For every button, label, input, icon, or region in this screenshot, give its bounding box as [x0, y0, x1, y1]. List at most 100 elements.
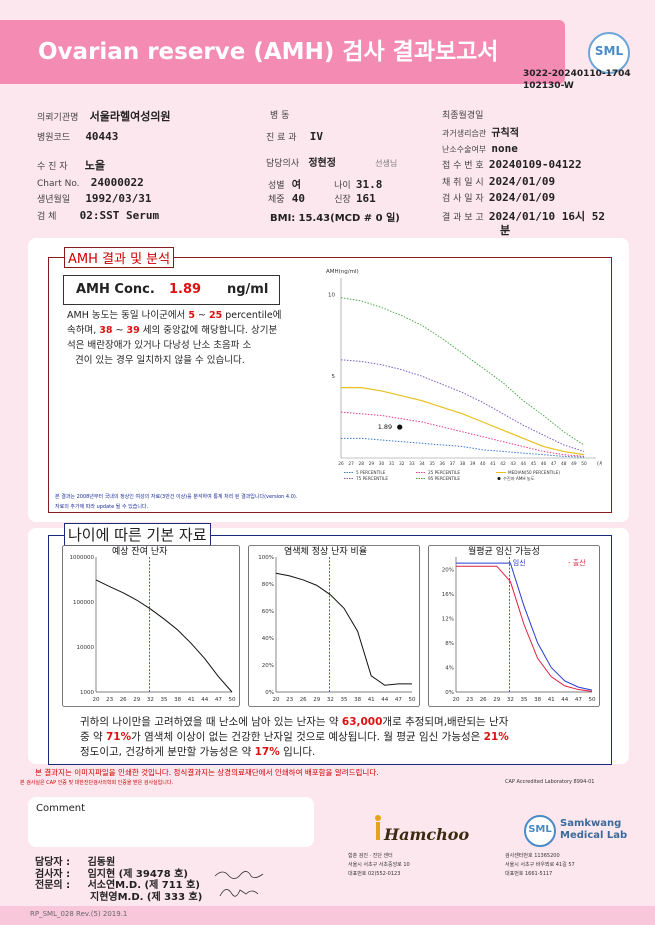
legend-pregnancy: - 임신 [508, 558, 526, 567]
chart2-xtick: 44 [381, 697, 388, 703]
chart3-xtick: 47 [575, 697, 582, 703]
age-section-title: 나이에 따른 기본 자료 [64, 523, 211, 546]
manager-name: 김동원 [87, 857, 116, 868]
chart-row: Chart No. 24000022 [37, 176, 144, 189]
notice-cap: 본 검사실은 CAP 인증 및 대한진단검사의학회 인증을 받은 검사실입니다. [20, 780, 174, 786]
chart1-xtick: 44 [201, 697, 208, 703]
report-cont: 분 [500, 224, 511, 237]
chart3-ytick: 4% [445, 665, 454, 671]
oocyte-count: 63,000 [341, 716, 383, 728]
chart2-xtick: 20 [273, 697, 280, 703]
chart2-ytick: 20% [262, 663, 274, 669]
amh-chart-xtick: 33 [409, 461, 415, 467]
amh-chart-xtick: 48 [561, 461, 567, 467]
chart2-xtick: 32 [327, 697, 334, 703]
amh-text-3: 속하며, [67, 325, 100, 336]
chart3-frame [428, 545, 600, 707]
bmi-value: 15.43 [298, 213, 331, 224]
amh-chart-xtick: 30 [379, 461, 385, 467]
chart-value: 24000022 [90, 176, 144, 189]
amh-age-high: 39 [126, 325, 140, 336]
footer-band [0, 906, 655, 925]
amh-chart-xtick: 43 [510, 461, 516, 467]
dept-value: IV [309, 130, 323, 143]
chart3-xtick: 44 [561, 697, 568, 703]
amh-age-low: 38 [99, 325, 113, 336]
age-text-5: 정도이고, 건강하게 분만할 가능성은 약 [80, 746, 255, 758]
height-label: 신장 [334, 195, 351, 205]
cycle-row: 과거생리습관 규칙적 [442, 124, 519, 139]
sex-row: 성별 여 나이 31.8 [268, 176, 382, 191]
cycle-value: 규칙적 [491, 128, 519, 139]
hospital-value: 서울라헬여성의원 [89, 110, 171, 123]
specimen-row: 검 체 02:SST Serum [37, 209, 159, 222]
amh-chart-ytick: 5 [332, 374, 336, 380]
amh-patient-point-label: 1.89 [378, 423, 392, 431]
amh-analysis-text: AMH 농도는 동일 나이군에서 5 ~ 25 percentile에 속하며,… [67, 308, 322, 368]
chart2-xtick: 29 [313, 697, 320, 703]
amh-chart-xtick: 47 [551, 461, 557, 467]
lmp-label: 최종월경일 [442, 111, 484, 121]
surgery-value: none [491, 142, 518, 155]
chart1-xtick: 23 [106, 697, 113, 703]
amh-series-line-3 [340, 411, 585, 457]
tester-name: 임지현 (제 39478 호) [87, 869, 188, 880]
header-band [0, 20, 565, 84]
sex-label: 성별 [268, 181, 285, 191]
chart3-series-0 [456, 562, 593, 691]
name-row: 수 진 자 노을 [37, 157, 105, 173]
report-id: 3022-20240110-1704 102130-W [523, 68, 631, 92]
chart1-xtick: 35 [161, 697, 168, 703]
comment-label: Comment [36, 803, 85, 814]
chart1-xtick: 47 [215, 697, 222, 703]
sml-logo-text: SML [594, 44, 624, 58]
chart1-xtick: 50 [229, 697, 236, 703]
doctor-value: 정현정 [308, 158, 336, 169]
amh-chart-xtick: 50 [581, 461, 587, 467]
chart3-xtick: 50 [589, 697, 596, 703]
report-id-line2: 102130-W [523, 81, 574, 91]
cycle-label: 과거생리습관 [442, 129, 487, 138]
chart2-xtick: 41 [368, 697, 375, 703]
amh-section-title: AMH 결과 및 분석 [64, 247, 175, 268]
amh-chart-xtick: 31 [389, 461, 395, 467]
doctor-label: 담당의사 [266, 159, 300, 169]
chart3-ytick: 8% [445, 641, 454, 647]
code-label: 병원코드 [37, 133, 71, 143]
chart3-title: 월평균 임신 가능성 [468, 545, 540, 557]
chart2-ytick: 0% [265, 690, 274, 696]
birth-value: 1992/03/31 [85, 192, 152, 205]
amh-chart-xtick: 40 [480, 461, 486, 467]
normal-oocyte-pct: 71% [106, 731, 132, 743]
hospital-row: 의뢰기관명 서울라헬여성의원 [37, 108, 171, 124]
dept-label: 진 료 과 [266, 133, 297, 143]
report-label: 결 과 보 고 [442, 213, 484, 223]
normal-oocyte-ratio-chart: 염색체 정상 난자 비율 0% 20% 40% 60% 80% 100% 20 23 26 29 32… [248, 545, 420, 707]
chart1-frame [62, 545, 240, 707]
chart3-xtick: 29 [493, 697, 500, 703]
lmp-row: 최종월경일 [442, 108, 483, 121]
bmi-row: BMI: 15.43(MCD # 0 일) [270, 209, 400, 224]
amh-series-line-2 [341, 387, 585, 456]
birth-row: 생년월일 1992/03/31 [37, 192, 152, 205]
report-row: 결 과 보 고 2024/01/10 16시 52 [442, 208, 605, 224]
specimen-label: 검 체 [37, 212, 57, 222]
code-row: 병원코드 40443 [37, 130, 118, 143]
chart2-xtick: 26 [300, 697, 307, 703]
amh-legend-label-0: 5 PERCENTILE [356, 470, 386, 475]
chart2-ytick: 60% [262, 609, 274, 615]
age-label: 나이 [334, 181, 351, 191]
ward-row: 병 동 [270, 108, 289, 121]
chart2-ytick: 80% [262, 582, 274, 588]
chart2-xtick: 35 [341, 697, 348, 703]
chart1-xtick: 26 [120, 697, 127, 703]
samkwang-name: Samkwang Medical Lab [560, 818, 627, 842]
ward-label: 병 동 [270, 111, 290, 121]
samkwang-name-2: Medical Lab [560, 830, 628, 841]
age-text-3: 중 약 [80, 731, 106, 743]
hamchoon-info-2: 서울시 서초구 서초중앙로 10 [348, 862, 410, 868]
chart3-xtick: 41 [548, 697, 555, 703]
birth-pct: 17% [254, 746, 280, 758]
weight-row: 체중 40 신장 161 [268, 192, 376, 205]
amh-section-box [48, 257, 612, 513]
